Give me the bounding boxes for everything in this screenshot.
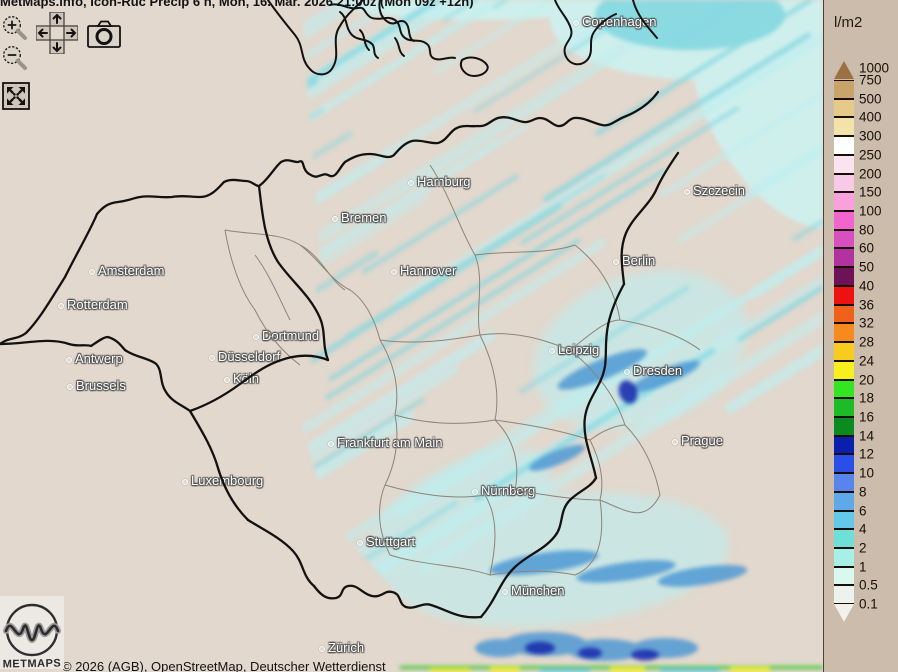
svg-text:METMAPS: METMAPS — [3, 657, 62, 670]
